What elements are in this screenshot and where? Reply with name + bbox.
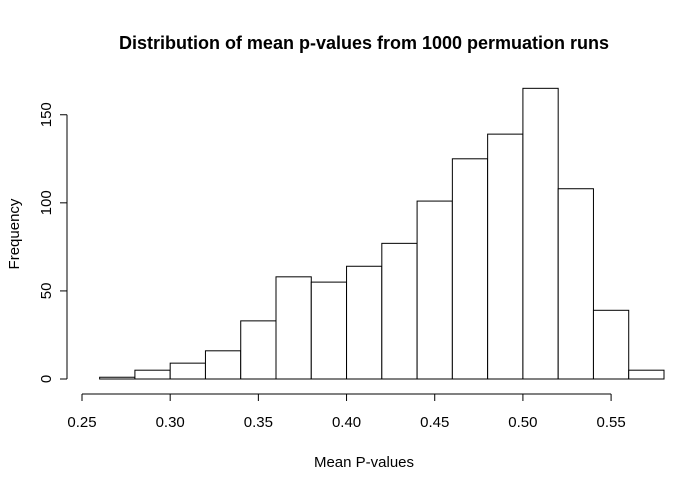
histogram-bar (99, 376, 136, 380)
histogram-bar (451, 158, 489, 380)
histogram-bar (240, 320, 277, 380)
y-tick-label: 0 (38, 375, 55, 383)
x-tick-label: 0.30 (156, 414, 185, 431)
histogram-bar (346, 265, 383, 380)
x-axis: 0.25 0.30 0.35 0.40 0.45 0.50 0.55 (67, 393, 626, 431)
histogram-bar (310, 281, 348, 380)
x-axis-label: Mean P-values (314, 454, 414, 471)
x-tick-label: 0.55 (596, 414, 625, 431)
histogram-bar (592, 309, 630, 380)
histogram-bar (487, 133, 524, 380)
histogram-bar (204, 350, 242, 380)
y-axis-label: Frequency (6, 198, 23, 269)
histogram-bar (522, 87, 559, 380)
x-tick-label: 0.50 (508, 414, 537, 431)
y-tick-label: 50 (38, 283, 55, 300)
y-axis: 0 50 100 150 (38, 102, 68, 383)
chart-title: Distribution of mean p-values from 1000 … (119, 33, 609, 53)
histogram-bar (416, 200, 453, 380)
x-tick-label: 0.25 (67, 414, 96, 431)
histogram-bar (134, 369, 171, 380)
histogram-bar (169, 362, 206, 380)
histogram-bar (275, 276, 312, 380)
x-tick-label: 0.35 (244, 414, 273, 431)
histogram-bar (557, 188, 594, 380)
histogram-bar (381, 242, 418, 380)
y-tick-label: 150 (38, 102, 55, 127)
bars-group (99, 87, 665, 380)
x-tick-label: 0.40 (332, 414, 361, 431)
y-tick-label: 100 (38, 190, 55, 215)
histogram-bar (628, 369, 665, 380)
x-tick-label: 0.45 (420, 414, 449, 431)
